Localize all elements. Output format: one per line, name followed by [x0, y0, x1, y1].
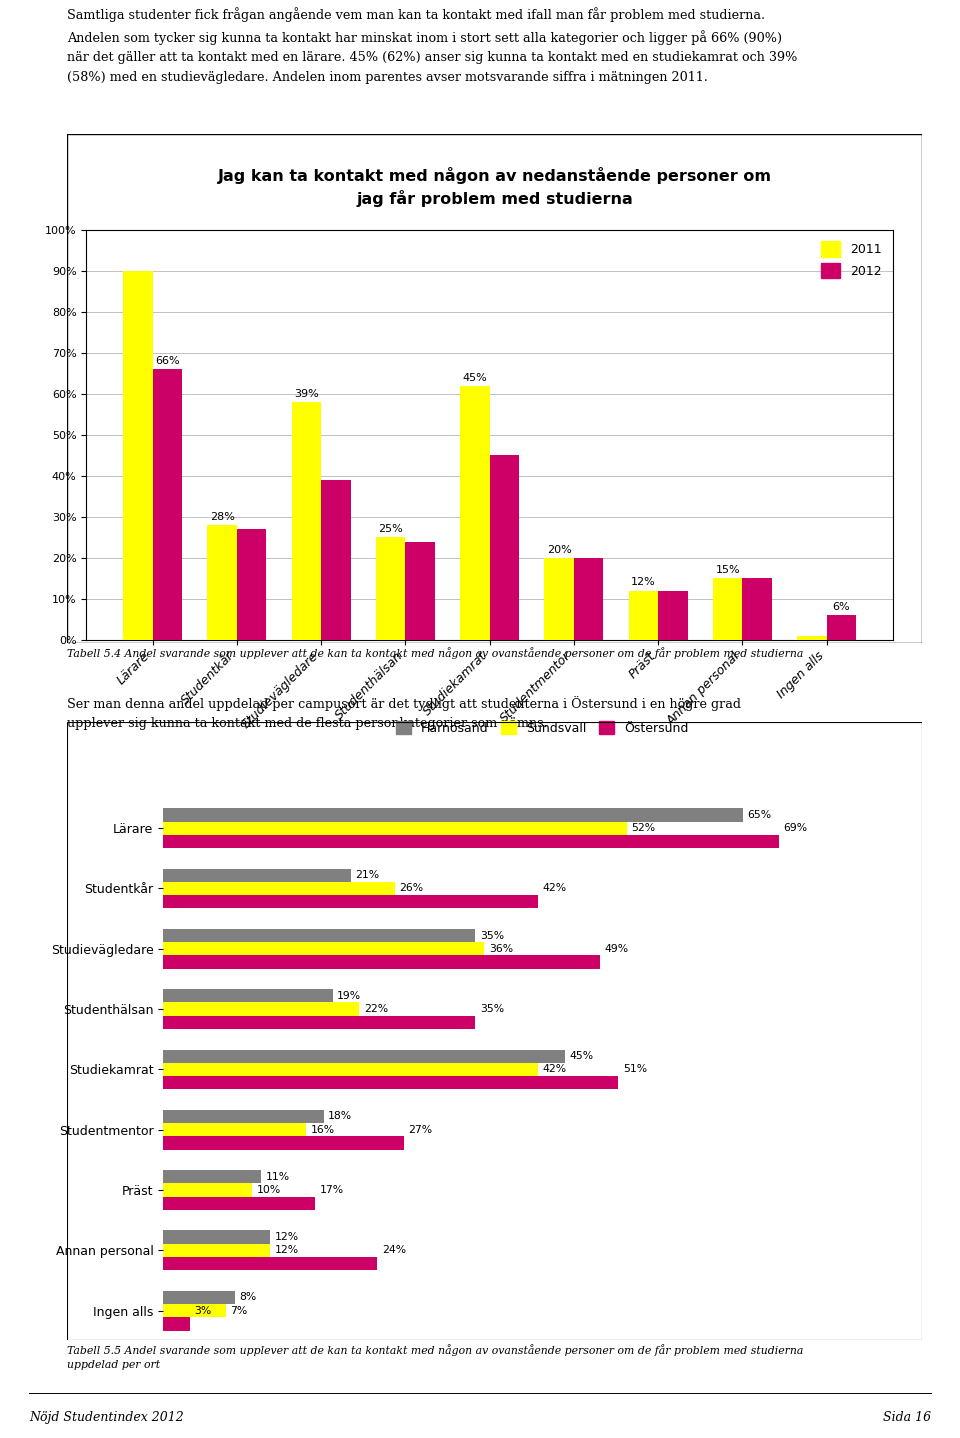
- Bar: [163, 1050, 564, 1063]
- Text: 49%: 49%: [605, 943, 629, 953]
- Bar: [405, 542, 435, 640]
- Bar: [163, 881, 396, 894]
- Bar: [163, 835, 779, 848]
- Text: 65%: 65%: [748, 810, 772, 820]
- Text: 42%: 42%: [542, 883, 566, 893]
- Bar: [544, 558, 574, 640]
- Text: 15%: 15%: [715, 565, 740, 575]
- Bar: [163, 1171, 261, 1183]
- Bar: [163, 1183, 252, 1196]
- Bar: [237, 529, 266, 640]
- Text: 3%: 3%: [195, 1306, 211, 1316]
- Text: 10%: 10%: [257, 1185, 281, 1195]
- Text: 12%: 12%: [631, 578, 656, 588]
- Bar: [163, 989, 333, 1002]
- Text: 19%: 19%: [337, 991, 361, 1001]
- Bar: [123, 272, 153, 640]
- Text: 66%: 66%: [155, 357, 180, 367]
- Bar: [163, 942, 485, 955]
- Bar: [460, 385, 490, 640]
- Bar: [163, 1196, 315, 1209]
- Text: 16%: 16%: [310, 1125, 334, 1135]
- Text: 6%: 6%: [832, 603, 851, 613]
- Bar: [163, 1063, 538, 1076]
- Bar: [659, 591, 687, 640]
- Bar: [163, 1002, 359, 1015]
- Bar: [292, 403, 321, 640]
- Legend: Härnösand, Sundsvall, Östersund: Härnösand, Sundsvall, Östersund: [392, 716, 693, 741]
- Text: 17%: 17%: [320, 1185, 344, 1195]
- Bar: [163, 929, 475, 942]
- Text: 24%: 24%: [382, 1245, 406, 1255]
- Text: 39%: 39%: [294, 388, 319, 398]
- Bar: [163, 1123, 306, 1136]
- Bar: [163, 1136, 404, 1149]
- Text: 7%: 7%: [230, 1306, 248, 1316]
- Text: Samtliga studenter fick frågan angående vem man kan ta kontakt med ifall man får: Samtliga studenter fick frågan angående …: [67, 7, 798, 83]
- Text: 20%: 20%: [547, 545, 571, 555]
- Bar: [797, 636, 827, 640]
- Bar: [163, 1015, 475, 1030]
- Text: Nöjd Studentindex 2012: Nöjd Studentindex 2012: [29, 1411, 183, 1425]
- Text: 26%: 26%: [399, 883, 423, 893]
- Text: 35%: 35%: [480, 1004, 504, 1014]
- Bar: [490, 456, 519, 640]
- Bar: [574, 558, 603, 640]
- Text: Ser man denna andel uppdelad per campusort är det tydligt att studenterna i Öste: Ser man denna andel uppdelad per campuso…: [67, 696, 741, 731]
- Text: 8%: 8%: [239, 1293, 256, 1303]
- Bar: [163, 894, 538, 909]
- Text: Tabell 5.4 Andel svarande som upplever att de kan ta kontakt med någon av ovanst: Tabell 5.4 Andel svarande som upplever a…: [67, 647, 804, 659]
- Text: 27%: 27%: [409, 1125, 433, 1135]
- Text: 69%: 69%: [783, 823, 807, 833]
- Bar: [163, 1291, 234, 1304]
- Text: 51%: 51%: [623, 1064, 647, 1074]
- Bar: [163, 821, 627, 835]
- Text: 52%: 52%: [632, 823, 656, 833]
- Bar: [376, 538, 405, 640]
- Text: 35%: 35%: [480, 930, 504, 940]
- Bar: [163, 1304, 226, 1317]
- Bar: [713, 578, 742, 640]
- Bar: [207, 525, 237, 640]
- Bar: [163, 955, 600, 969]
- Text: 12%: 12%: [275, 1245, 299, 1255]
- Text: 45%: 45%: [463, 372, 488, 383]
- Text: 42%: 42%: [542, 1064, 566, 1074]
- Bar: [163, 1257, 377, 1270]
- Bar: [163, 1244, 271, 1257]
- Text: Jag kan ta kontakt med någon av nedanstående personer om
jag får problem med stu: Jag kan ta kontakt med någon av nedanstå…: [217, 167, 772, 207]
- Text: Sida 16: Sida 16: [883, 1411, 931, 1425]
- Bar: [163, 808, 743, 821]
- Bar: [163, 1076, 618, 1090]
- Legend: 2011, 2012: 2011, 2012: [816, 236, 886, 283]
- Text: 22%: 22%: [364, 1004, 388, 1014]
- Bar: [163, 869, 350, 881]
- Text: Tabell 5.5 Andel svarande som upplever att de kan ta kontakt med någon av ovanst: Tabell 5.5 Andel svarande som upplever a…: [67, 1345, 804, 1370]
- Text: 18%: 18%: [328, 1112, 352, 1122]
- Text: 45%: 45%: [569, 1051, 593, 1061]
- Bar: [321, 480, 350, 640]
- Bar: [163, 1231, 271, 1244]
- Text: 21%: 21%: [355, 870, 379, 880]
- Text: 12%: 12%: [275, 1232, 299, 1242]
- Bar: [742, 578, 772, 640]
- Text: 25%: 25%: [378, 525, 403, 533]
- Bar: [163, 1110, 324, 1123]
- Bar: [629, 591, 659, 640]
- Text: 11%: 11%: [266, 1172, 290, 1182]
- Text: 28%: 28%: [209, 512, 234, 522]
- Bar: [827, 615, 856, 640]
- Text: 36%: 36%: [489, 943, 513, 953]
- Bar: [163, 1317, 190, 1330]
- Bar: [153, 370, 182, 640]
